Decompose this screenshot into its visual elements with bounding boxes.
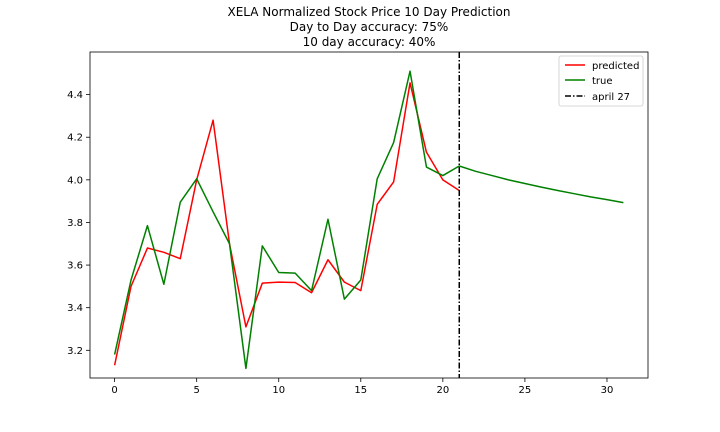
x-tick-label: 10 [272,385,285,396]
chart-title-line-2: Day to Day accuracy: 75% [290,20,449,34]
chart-title-line-3: 10 day accuracy: 40% [303,35,436,49]
y-tick-label: 3.6 [67,261,83,272]
series-line-true [113,70,624,370]
x-tick-label: 15 [354,385,367,396]
legend: predicted true april 27 [558,55,644,107]
series-line-predicted [113,82,460,366]
y-tick-label: 4.2 [67,133,83,144]
axis-ticks: 0 5 10 15 20 25 30 3.2 3.4 3.6 3.8 4.0 4.2 4.4 [67,90,613,396]
legend-label-predicted: predicted [592,61,639,72]
chart-title-line-1: XELA Normalized Stock Price 10 Day Predi… [228,5,511,19]
x-tick-label: 20 [436,385,449,396]
y-tick-label: 3.2 [67,346,83,357]
x-tick-label: 5 [193,385,199,396]
y-tick-label: 4.4 [67,90,83,101]
x-tick-label: 0 [111,385,117,396]
legend-label-true: true [592,76,613,87]
x-tick-label: 25 [519,385,532,396]
plot-frame [89,51,649,379]
legend-box [558,55,644,107]
legend-label-april-27: april 27 [592,92,630,103]
plot-area [113,52,624,378]
y-tick-label: 4.0 [67,175,83,186]
y-tick-label: 3.8 [67,218,83,229]
y-tick-label: 3.4 [67,303,83,314]
x-tick-label: 30 [601,385,614,396]
